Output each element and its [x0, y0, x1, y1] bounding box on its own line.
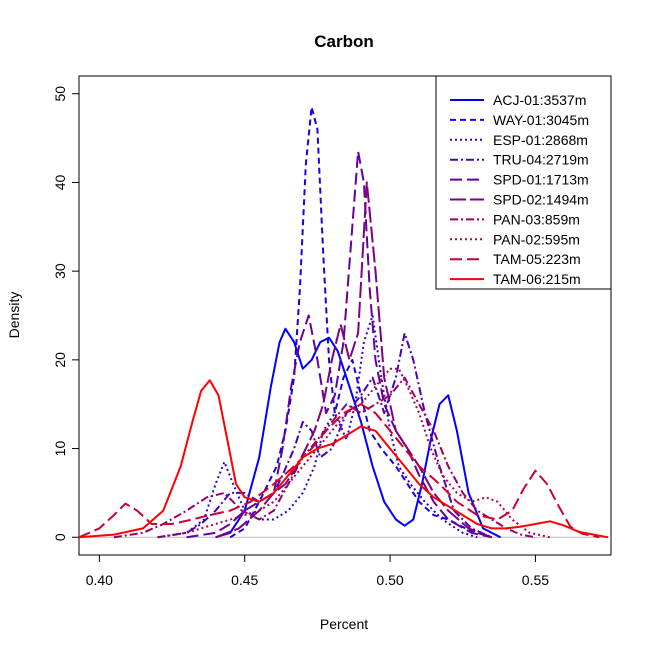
- series-line-7: [157, 367, 551, 539]
- legend-label-6: PAN-03:859m: [493, 211, 580, 227]
- series-line-8: [78, 403, 600, 539]
- y-axis: 0 10 20 30 40 50: [52, 86, 79, 541]
- legend-label-3: TRU-04:2719m: [493, 152, 589, 168]
- legend-box: [435, 75, 612, 290]
- y-tick-label: 50: [52, 86, 68, 102]
- x-tick-label: 0.40: [86, 572, 113, 588]
- series-line-3: [157, 332, 493, 539]
- y-tick-label: 30: [52, 263, 68, 279]
- legend-label-0: ACJ-01:3537m: [493, 92, 586, 108]
- x-axis: 0.40 0.45 0.50 0.55: [86, 555, 549, 588]
- series-line-6: [113, 376, 536, 539]
- legend-label-7: PAN-02:595m: [493, 231, 580, 247]
- y-tick-label: 20: [52, 352, 68, 368]
- series-line-2: [157, 314, 478, 539]
- series-layer: [78, 106, 609, 539]
- series-line-5: [215, 181, 493, 539]
- y-axis-label: Density: [6, 292, 22, 339]
- y-tick-label: 40: [52, 174, 68, 190]
- series-line-0: [215, 327, 501, 539]
- legend-label-2: ESP-01:2868m: [493, 132, 588, 148]
- y-tick-label: 0: [52, 533, 68, 541]
- x-tick-label: 0.50: [376, 572, 403, 588]
- series-line-1: [229, 106, 493, 539]
- y-tick-label: 10: [52, 441, 68, 457]
- legend-label-9: TAM-06:215m: [493, 271, 581, 287]
- chart-title: Carbon: [314, 32, 374, 51]
- legend: ACJ-01:3537m WAY-01:3045m ESP-01:2868m TRU-…: [435, 75, 612, 290]
- legend-label-8: TAM-05:223m: [493, 251, 581, 267]
- x-tick-label: 0.45: [231, 572, 258, 588]
- x-axis-label: Percent: [320, 616, 368, 632]
- x-tick-label: 0.55: [522, 572, 549, 588]
- series-line-9: [78, 379, 609, 539]
- legend-label-4: SPD-01:1713m: [493, 172, 589, 188]
- plot-frame: [78, 75, 612, 556]
- legend-label-5: SPD-02:1494m: [493, 192, 589, 208]
- legend-label-1: WAY-01:3045m: [493, 112, 589, 128]
